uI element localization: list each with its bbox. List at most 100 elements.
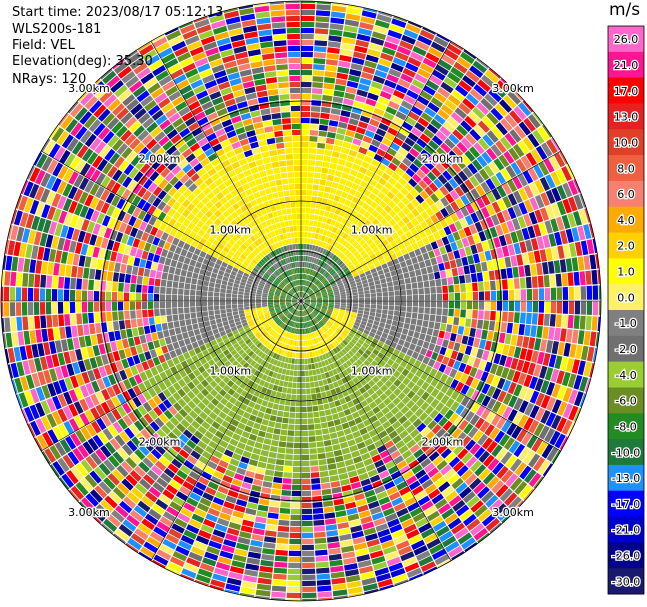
noise-gate <box>484 70 499 84</box>
signal-gate <box>360 180 369 189</box>
signal-gate <box>374 356 382 364</box>
signal-gate <box>328 168 336 176</box>
signal-gate <box>307 308 312 313</box>
noise-gate <box>3 302 10 317</box>
signal-gate <box>307 275 311 281</box>
noise-gate <box>470 347 478 357</box>
signal-gate <box>311 276 315 282</box>
signal-gate <box>393 315 399 322</box>
signal-gate <box>240 342 247 349</box>
signal-gate <box>314 289 320 293</box>
signal-gate <box>267 401 274 409</box>
noise-gate <box>16 272 23 287</box>
noise-gate <box>464 150 476 162</box>
noise-gate <box>527 114 541 129</box>
noise-gate <box>175 491 188 502</box>
noise-gate <box>228 28 243 37</box>
signal-gate <box>222 406 231 415</box>
noise-gate <box>346 574 361 583</box>
noise-gate <box>7 224 13 239</box>
signal-gate <box>304 298 310 300</box>
noise-gate <box>277 531 289 538</box>
signal-gate <box>272 352 278 359</box>
signal-gate <box>305 316 308 322</box>
signal-gate <box>372 376 380 384</box>
signal-gate <box>320 309 326 314</box>
noise-gate <box>427 102 440 113</box>
signal-gate <box>389 375 397 384</box>
noise-gate <box>179 433 189 444</box>
noise-gate <box>585 316 592 331</box>
noise-gate <box>533 364 542 377</box>
noise-gate <box>513 125 527 139</box>
noise-gate <box>302 592 317 599</box>
noise-gate <box>193 16 208 23</box>
signal-gate <box>420 326 428 334</box>
signal-gate <box>383 363 391 371</box>
noise-gate <box>466 301 473 310</box>
signal-gate <box>421 381 430 391</box>
signal-gate <box>436 286 442 294</box>
noise-gate <box>573 315 580 329</box>
noise-gate <box>362 66 376 75</box>
signal-gate <box>304 225 309 232</box>
noise-gate <box>530 325 537 338</box>
noise-gate <box>411 485 424 496</box>
signal-gate <box>351 411 360 419</box>
noise-gate <box>200 524 214 534</box>
noise-gate <box>311 94 322 100</box>
signal-gate <box>410 404 420 414</box>
noise-gate <box>565 329 573 343</box>
noise-gate <box>315 561 329 568</box>
noise-gate <box>148 317 155 325</box>
signal-gate <box>291 340 295 346</box>
signal-gate <box>267 327 273 333</box>
signal-gate <box>338 372 345 379</box>
signal-gate <box>355 236 363 243</box>
signal-gate <box>167 395 177 405</box>
noise-gate <box>400 551 415 562</box>
signal-gate <box>360 400 369 408</box>
noise-gate <box>283 472 292 478</box>
signal-gate <box>260 352 267 359</box>
noise-gate <box>460 206 470 217</box>
noise-gate <box>245 92 257 101</box>
noise-gate <box>112 169 123 182</box>
noise-gate <box>91 380 100 393</box>
noise-gate <box>244 86 256 95</box>
noise-gate <box>450 201 460 212</box>
noise-gate <box>141 361 150 371</box>
noise-gate <box>202 492 214 502</box>
signal-gate <box>324 256 329 263</box>
noise-gate <box>182 163 193 174</box>
signal-gate <box>356 220 364 228</box>
noise-gate <box>402 470 414 480</box>
noise-gate <box>106 179 116 191</box>
noise-gate <box>381 540 395 550</box>
signal-gate <box>267 457 276 465</box>
noise-gate <box>473 357 481 369</box>
signal-gate <box>358 297 365 301</box>
noise-gate <box>528 472 542 488</box>
noise-gate <box>439 270 447 279</box>
signal-gate <box>314 166 322 173</box>
noise-gate <box>423 85 436 96</box>
noise-gate <box>190 435 200 445</box>
signal-gate <box>401 196 410 206</box>
signal-gate <box>353 250 360 257</box>
signal-gate <box>315 258 320 265</box>
noise-gate <box>142 390 152 401</box>
signal-gate <box>404 277 411 284</box>
noise-gate <box>206 112 219 121</box>
noise-gate <box>538 222 548 236</box>
noise-gate <box>527 362 536 376</box>
noise-gate <box>5 255 13 271</box>
noise-gate <box>490 107 504 121</box>
signal-gate <box>288 320 293 326</box>
signal-gate <box>349 266 356 272</box>
noise-gate <box>244 31 258 39</box>
noise-gate <box>85 493 99 507</box>
signal-gate <box>334 400 341 407</box>
noise-gate <box>204 465 215 475</box>
signal-gate <box>329 299 335 301</box>
